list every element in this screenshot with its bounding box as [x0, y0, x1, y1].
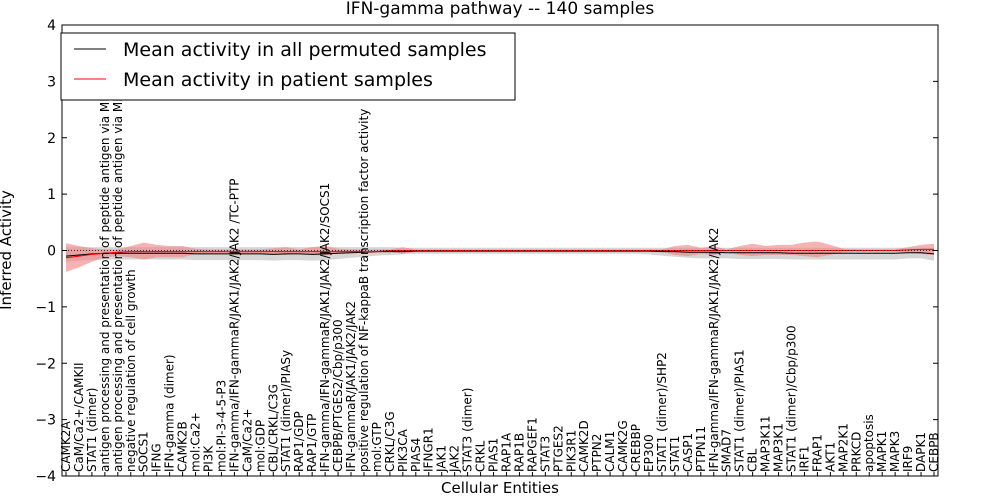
x-axis-label: Cellular Entities — [441, 479, 559, 497]
confidence-bands — [66, 241, 934, 272]
legend-label-permuted: Mean activity in all permuted samples — [123, 39, 486, 61]
x-tick-label: DAPK1 — [914, 432, 928, 472]
x-tick-label: IFN-gamma/IFN-gammaR/JAK1/JAK2/JAK2 — [707, 227, 721, 472]
x-tick-label: mol:GDP — [253, 420, 267, 472]
x-tick-label: RAP1A — [500, 432, 514, 472]
x-tick-label: apoptosis — [862, 414, 876, 472]
x-tick-label: IFN-gamma/IFN-gammaR/JAK1/JAK2/JAK2 /TC-… — [227, 178, 241, 472]
x-tick-label: IFN-gammaR/JAK1/JAK2/JAK2 — [344, 301, 358, 472]
x-tick-label: STAT1 (dimer)/Cbp/p300 — [785, 325, 799, 472]
x-tick-label: CAMK2D — [577, 420, 591, 472]
y-tick-label: −3 — [35, 413, 56, 429]
series-line-permuted — [65, 250, 935, 257]
x-tick-label: CEBPB — [927, 432, 941, 472]
x-tick-label: MAP3K1 — [772, 423, 786, 472]
y-tick-label: 4 — [47, 18, 56, 34]
x-tick-label: STAT3 (dimer) — [461, 388, 475, 472]
x-tick-label: antigen processing and presentation of p… — [98, 43, 112, 472]
x-tick-label: CAMK2B — [176, 421, 190, 472]
x-tick-label: PIAS4 — [409, 438, 423, 472]
x-tick-label: CREBBP — [629, 424, 643, 472]
x-tick-label: CBL — [746, 448, 760, 472]
x-tick-label: mol:Ca2+ — [189, 412, 203, 472]
x-tick-label: IRF9 — [901, 446, 915, 472]
x-tick-label: PIK3CA — [396, 428, 410, 472]
legend-label-patient: Mean activity in patient samples — [123, 69, 433, 91]
y-tick-label: 1 — [47, 187, 56, 203]
y-axis: −4 −3 −2 −1 0 1 2 3 4 — [35, 18, 938, 485]
x-tick-label: PTPN11 — [694, 426, 708, 472]
x-tick-label: MAP3K11 — [759, 415, 773, 472]
x-tick-label: CEBPB/PTGES2/Cbp/p300 — [331, 319, 345, 472]
x-tick-label: IFN-gamma/IFN-gammaR/JAK1/JAK2/JAK2/SOCS… — [318, 183, 332, 472]
x-tick-label: CaM/Ca2+ — [240, 408, 254, 472]
x-tick-label: STAT1 (dimer)/PIASy — [279, 350, 293, 472]
y-tick-label: 3 — [47, 74, 56, 90]
x-tick-label: SMAD7 — [720, 429, 734, 472]
x-tick-label: EP300 — [642, 434, 656, 472]
x-tick-label: mol:GTP — [370, 422, 384, 472]
x-tick-label: CALM1 — [603, 431, 617, 472]
x-tick-label: IRF1 — [797, 446, 811, 472]
x-tick-label: RAP1/GDP — [292, 411, 306, 472]
x-tick-label: MAPK3 — [888, 431, 902, 472]
x-tick-label: IFN-gamma (dimer) — [163, 354, 177, 472]
y-tick-label: 0 — [47, 244, 56, 260]
x-tick-label: JAK2 — [448, 445, 462, 473]
x-tick-label: STAT1 (dimer)/PIAS1 — [733, 349, 747, 472]
x-tick-label: JAK1 — [435, 445, 449, 473]
x-tick-label: negative regulation of cell growth — [124, 269, 138, 472]
patient-band — [66, 241, 934, 272]
x-tick-label: STAT1 — [668, 436, 682, 472]
x-tick-label: MAPK1 — [875, 431, 889, 472]
x-tick-label: CRKL/C3G — [383, 411, 397, 472]
y-axis-label: Inferred Activity — [0, 190, 15, 310]
legend-box — [60, 32, 516, 101]
y-tick-label: −1 — [35, 300, 56, 316]
x-tick-label: STAT1 (dimer) — [85, 388, 99, 472]
y-tick-label: 2 — [47, 131, 56, 147]
x-tick-label: positive regulation of NF-kappaB transcr… — [357, 109, 371, 472]
x-tick-label: PTGES2 — [551, 425, 565, 472]
x-tick-label: PTPN2 — [590, 434, 604, 472]
x-tick-label: IFNG — [150, 443, 164, 472]
x-tick-label: CAMK2G — [616, 420, 630, 472]
x-tick-label: CASP1 — [681, 433, 695, 472]
x-tick-label: CAMK2A — [59, 421, 73, 472]
x-tick-label: SOCS1 — [137, 431, 151, 472]
x-tick-label: RAP1B — [512, 433, 526, 472]
x-tick-label: AKT1 — [823, 442, 837, 472]
chart-title: IFN-gamma pathway -- 140 samples — [346, 0, 655, 19]
x-tick-label: FRAP1 — [810, 434, 824, 472]
x-tick-label: antigen processing and presentation of p… — [111, 40, 125, 472]
x-tick-label: RAP1/GTP — [305, 414, 319, 472]
x-tick-label: MAP2K1 — [836, 423, 850, 472]
x-tick-label: CBL/CRKL/C3G — [266, 384, 280, 472]
x-tick-label: CaM/Ca2+/CAMKII — [72, 363, 86, 472]
x-tick-label: CRKL — [474, 440, 488, 472]
legend: Mean activity in all permuted samples Me… — [60, 32, 516, 101]
x-tick-label: STAT1 (dimer)/SHP2 — [655, 352, 669, 472]
x-tick-label: PI3K — [202, 445, 216, 472]
x-tick-label: mol:PI-3-4-5-P3 — [215, 380, 229, 472]
y-tick-label: −4 — [35, 469, 56, 485]
y-tick-label: −2 — [35, 356, 56, 372]
x-tick-label: PIAS1 — [487, 438, 501, 472]
x-tick-label: PRKCD — [849, 432, 863, 472]
x-tick-label: IFNGR1 — [422, 427, 436, 472]
x-tick-label: RAPGEF1 — [525, 417, 539, 472]
x-tick-label: STAT3 — [538, 436, 552, 472]
x-tick-label: PIK3R1 — [564, 430, 578, 472]
